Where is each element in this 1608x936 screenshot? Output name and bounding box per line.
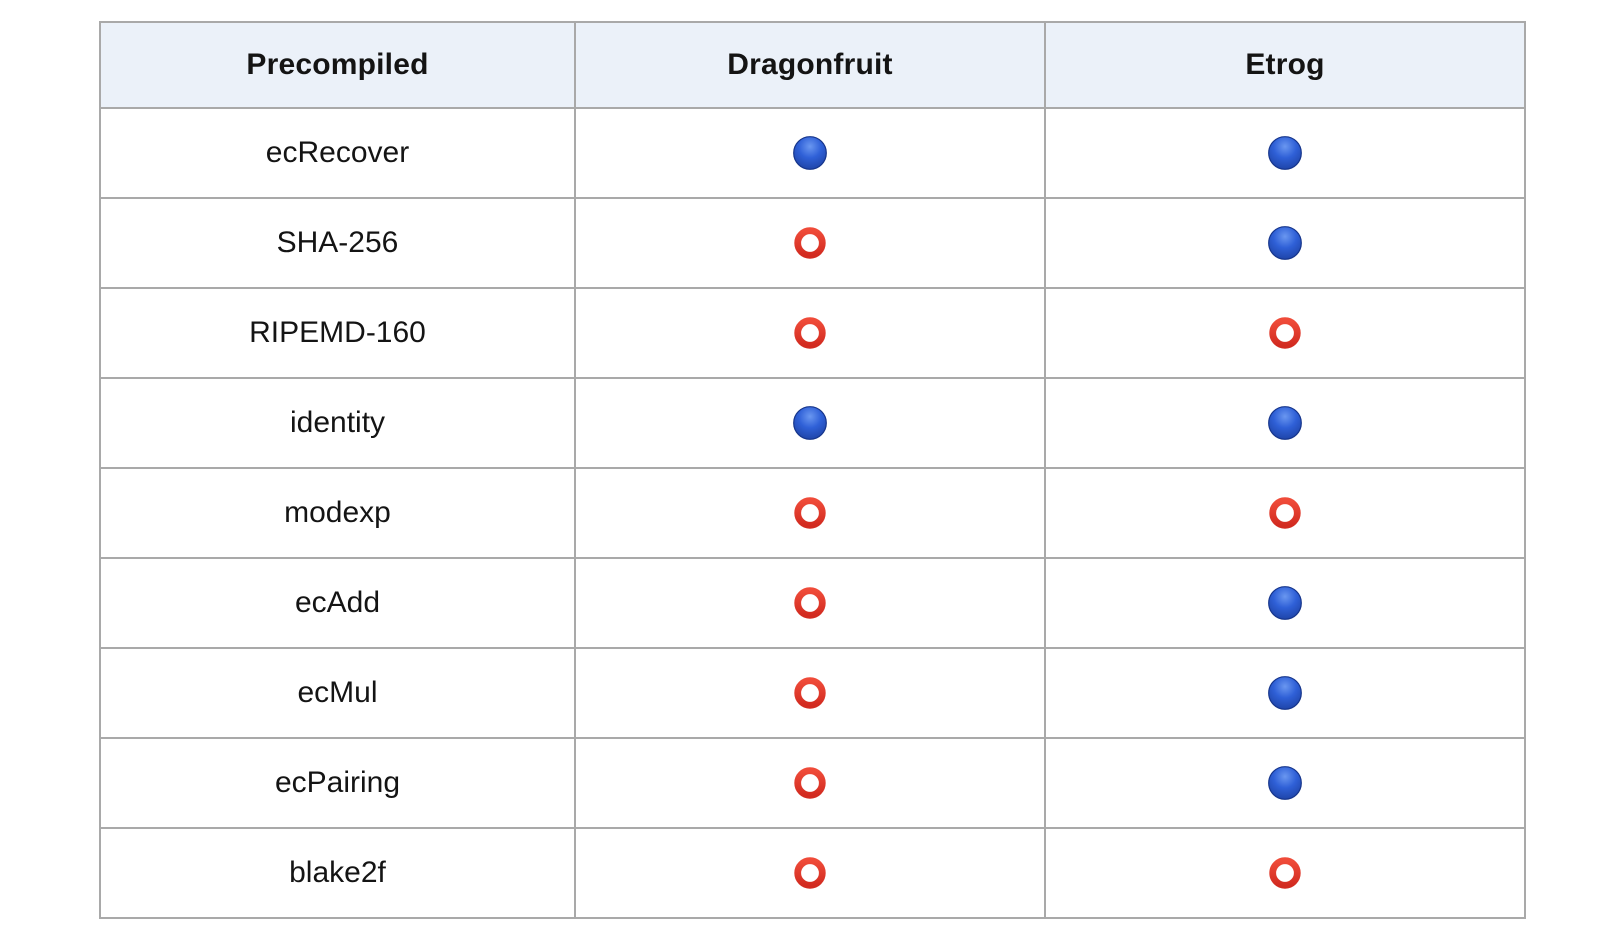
etrog-status-cell	[1044, 197, 1526, 289]
table-row: ecMul	[99, 647, 1526, 739]
table-row: ecPairing	[99, 737, 1526, 829]
table-row: ecAdd	[99, 557, 1526, 649]
precompile-name: identity	[99, 377, 576, 469]
etrog-status-cell	[1044, 737, 1526, 829]
precompile-name: ecRecover	[99, 107, 576, 199]
hollow-red-circle-icon	[792, 315, 828, 351]
blue-circle-icon	[1267, 675, 1303, 711]
table-row: ecRecover	[99, 107, 1526, 199]
etrog-status-cell	[1044, 467, 1526, 559]
dragonfruit-status-cell	[574, 467, 1046, 559]
hollow-red-circle-icon	[1267, 855, 1303, 891]
etrog-status-cell	[1044, 377, 1526, 469]
etrog-status-cell	[1044, 827, 1526, 919]
blue-circle-icon	[1267, 225, 1303, 261]
table-row: modexp	[99, 467, 1526, 559]
blue-circle-icon	[1267, 405, 1303, 441]
header-row: Precompiled Dragonfruit Etrog	[99, 21, 1526, 109]
precompile-name: modexp	[99, 467, 576, 559]
dragonfruit-status-cell	[574, 647, 1046, 739]
dragonfruit-status-cell	[574, 107, 1046, 199]
precompiled-support-table: Precompiled Dragonfruit Etrog ecRecover S…	[99, 21, 1526, 919]
etrog-status-cell	[1044, 107, 1526, 199]
column-header-etrog: Etrog	[1044, 21, 1526, 109]
blue-circle-icon	[1267, 135, 1303, 171]
precompile-name: ecMul	[99, 647, 576, 739]
etrog-status-cell	[1044, 647, 1526, 739]
hollow-red-circle-icon	[792, 765, 828, 801]
dragonfruit-status-cell	[574, 377, 1046, 469]
table-body: ecRecover SHA-256 RIPEMD-160 identity modexp…	[99, 107, 1526, 919]
etrog-status-cell	[1044, 557, 1526, 649]
precompile-name: SHA-256	[99, 197, 576, 289]
blue-circle-icon	[1267, 765, 1303, 801]
dragonfruit-status-cell	[574, 287, 1046, 379]
table-row: RIPEMD-160	[99, 287, 1526, 379]
hollow-red-circle-icon	[1267, 495, 1303, 531]
precompile-name: RIPEMD-160	[99, 287, 576, 379]
table-row: identity	[99, 377, 1526, 469]
hollow-red-circle-icon	[792, 675, 828, 711]
precompile-name: ecAdd	[99, 557, 576, 649]
hollow-red-circle-icon	[792, 855, 828, 891]
hollow-red-circle-icon	[1267, 315, 1303, 351]
dragonfruit-status-cell	[574, 557, 1046, 649]
column-header-precompiled: Precompiled	[99, 21, 576, 109]
blue-circle-icon	[1267, 585, 1303, 621]
dragonfruit-status-cell	[574, 827, 1046, 919]
table-row: SHA-256	[99, 197, 1526, 289]
table-row: blake2f	[99, 827, 1526, 919]
etrog-status-cell	[1044, 287, 1526, 379]
hollow-red-circle-icon	[792, 585, 828, 621]
dragonfruit-status-cell	[574, 197, 1046, 289]
dragonfruit-status-cell	[574, 737, 1046, 829]
precompile-name: ecPairing	[99, 737, 576, 829]
column-header-dragonfruit: Dragonfruit	[574, 21, 1046, 109]
precompile-name: blake2f	[99, 827, 576, 919]
blue-circle-icon	[792, 405, 828, 441]
blue-circle-icon	[792, 135, 828, 171]
hollow-red-circle-icon	[792, 225, 828, 261]
hollow-red-circle-icon	[792, 495, 828, 531]
